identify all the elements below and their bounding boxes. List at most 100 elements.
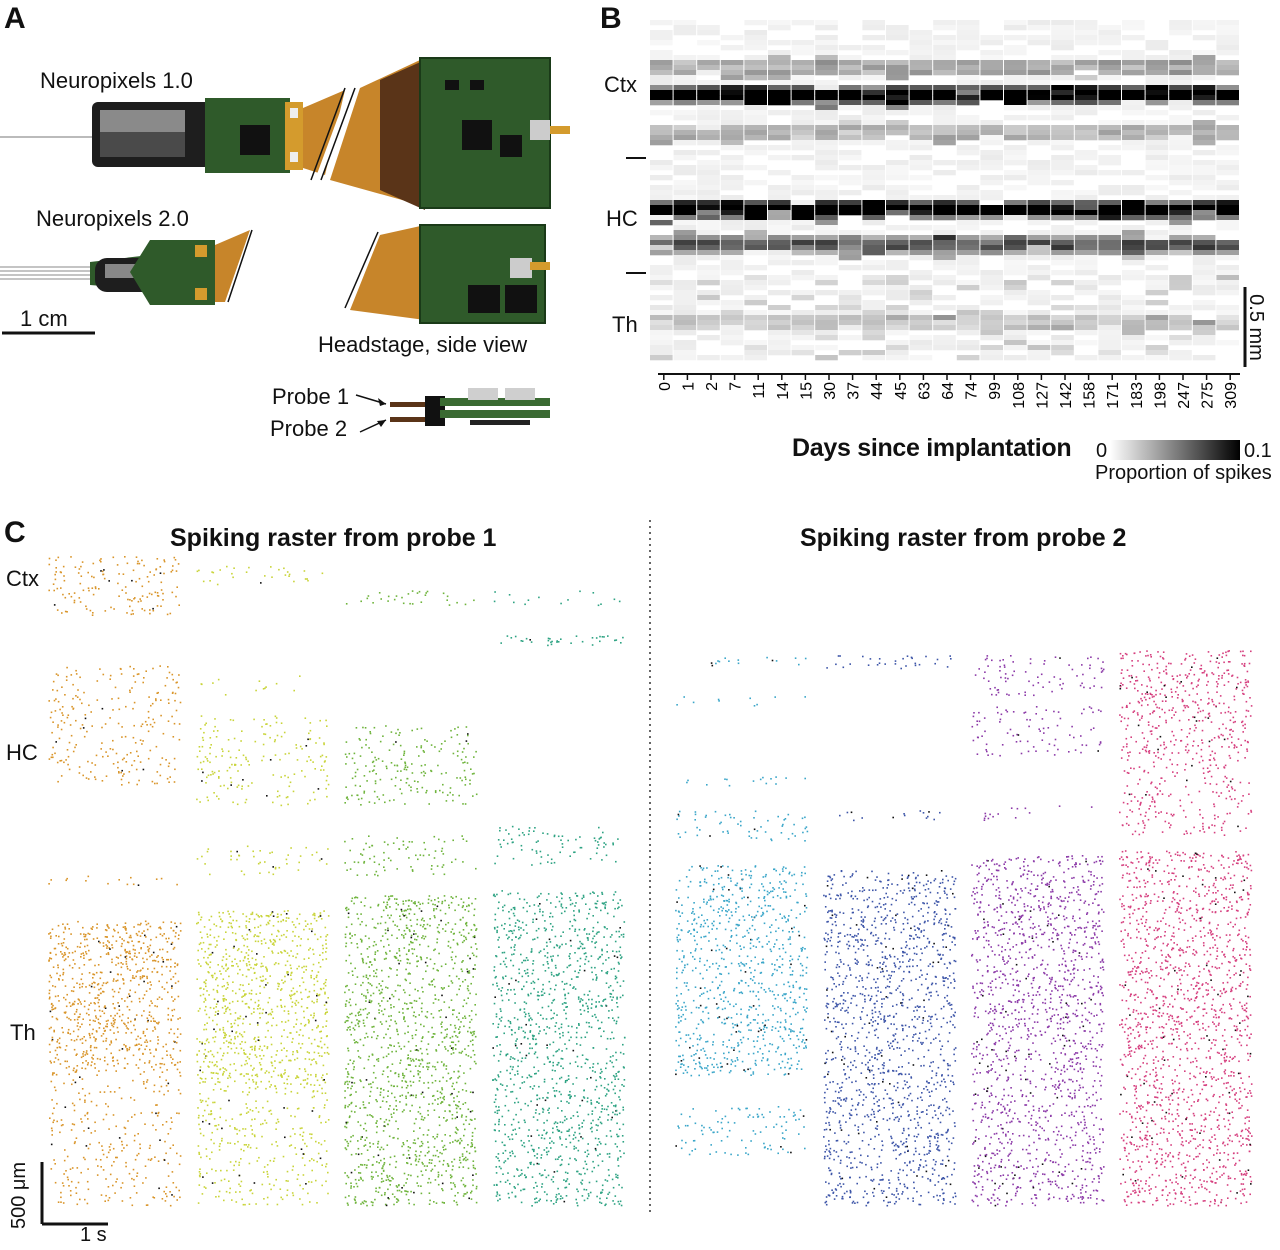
raster-spike xyxy=(322,769,325,771)
raster-spike xyxy=(132,944,135,947)
raster-spike xyxy=(470,768,472,770)
raster-spike xyxy=(323,983,325,985)
raster-spike xyxy=(110,1042,113,1044)
raster-spike xyxy=(473,954,475,957)
heatmap-x-tick-label: 99 xyxy=(987,382,1004,400)
raster-spike xyxy=(312,948,314,951)
heatmap-cell xyxy=(1098,35,1121,41)
heatmap-cell xyxy=(838,305,862,311)
raster-spike xyxy=(473,599,475,602)
raster-spike xyxy=(129,752,132,754)
raster-spike xyxy=(72,959,75,961)
raster-spike xyxy=(344,1003,347,1005)
raster-spike xyxy=(225,1090,227,1092)
heatmap-cell xyxy=(933,170,956,176)
heatmap-cell xyxy=(886,240,909,246)
raster-spike xyxy=(174,972,177,975)
raster-spike xyxy=(207,1051,210,1053)
heatmap-cell xyxy=(980,350,1003,356)
heatmap-cell xyxy=(697,225,720,231)
raster-spike xyxy=(294,1058,296,1061)
heatmap-cell xyxy=(862,60,885,66)
raster-spike xyxy=(105,1113,108,1116)
heatmap-cell xyxy=(1074,340,1098,346)
raster-spike xyxy=(245,925,247,927)
raster-spike xyxy=(218,1145,221,1148)
heatmap-cell xyxy=(697,200,720,206)
raster-spike xyxy=(94,1040,97,1042)
raster-spike xyxy=(267,947,270,949)
heatmap-cell xyxy=(862,290,885,296)
raster-spike xyxy=(288,1059,290,1062)
raster-spike xyxy=(199,1128,201,1130)
heatmap-cell xyxy=(909,35,933,41)
raster-spike xyxy=(223,1178,226,1181)
raster-spike xyxy=(117,1062,119,1065)
raster-spike xyxy=(306,923,309,925)
heatmap-depth-scale-bar xyxy=(1243,287,1247,367)
raster-spike xyxy=(226,981,229,984)
raster-spike xyxy=(216,795,218,798)
raster-spike xyxy=(377,1175,379,1177)
raster-spike xyxy=(250,1125,252,1127)
heatmap-cell xyxy=(1145,100,1169,106)
raster-spike xyxy=(198,1184,201,1186)
raster-spike xyxy=(150,1158,153,1160)
raster-spike xyxy=(127,1017,129,1019)
raster-spike xyxy=(228,1041,230,1044)
raster-spike xyxy=(252,1079,254,1081)
raster-spike xyxy=(160,714,162,717)
raster-spike xyxy=(53,699,56,702)
heatmap-cell xyxy=(1145,355,1169,361)
np1-headstage xyxy=(419,57,570,209)
raster-spike xyxy=(250,966,252,969)
heatmap-cell xyxy=(650,210,673,216)
raster-spike xyxy=(283,1073,285,1075)
raster-spike xyxy=(88,1092,91,1095)
raster-spike xyxy=(179,1196,181,1199)
raster-spike xyxy=(173,1040,175,1043)
heatmap-cell xyxy=(650,175,673,181)
heatmap-cell xyxy=(1027,80,1051,86)
raster-spike xyxy=(325,756,328,758)
raster-spike xyxy=(242,913,244,915)
heatmap-cell xyxy=(744,65,767,71)
heatmap-cell xyxy=(720,70,744,76)
heatmap-x-tick-label: 37 xyxy=(846,382,863,400)
raster-spike xyxy=(434,1165,436,1167)
raster-spike xyxy=(127,1120,129,1122)
raster-spike xyxy=(283,1029,285,1031)
heatmap-cell xyxy=(862,265,885,271)
raster-spike xyxy=(301,770,303,772)
raster-spike xyxy=(162,961,165,963)
raster-spike xyxy=(324,1013,327,1015)
raster-spike xyxy=(203,988,205,990)
raster-spike xyxy=(344,1021,346,1024)
raster-spike xyxy=(311,1169,313,1172)
raster-spike xyxy=(115,980,117,982)
raster-spike xyxy=(459,1026,461,1028)
raster-spike xyxy=(198,1050,200,1052)
heatmap-cell xyxy=(815,40,838,46)
heatmap-cell xyxy=(1074,240,1098,246)
raster-spike xyxy=(126,562,129,565)
heatmap-cell xyxy=(768,255,791,261)
raster-spike xyxy=(63,579,66,582)
raster-spike xyxy=(139,970,141,972)
raster-spike xyxy=(61,1027,63,1029)
raster-spike xyxy=(70,1039,73,1041)
heatmap-cell xyxy=(1004,255,1027,261)
raster-spike xyxy=(300,1005,303,1008)
raster-spike xyxy=(243,1075,245,1077)
raster-spike xyxy=(66,923,69,925)
raster-spike xyxy=(56,1102,58,1105)
raster-spike xyxy=(383,1121,386,1123)
heatmap-cell xyxy=(1192,330,1216,336)
raster-spike xyxy=(75,1186,77,1189)
heatmap-cell xyxy=(1098,25,1121,31)
heatmap-cell xyxy=(838,75,862,81)
raster-spike xyxy=(202,1176,204,1178)
raster-spike xyxy=(234,1037,236,1040)
heatmap-cell xyxy=(815,230,838,236)
raster-spike xyxy=(225,931,227,933)
